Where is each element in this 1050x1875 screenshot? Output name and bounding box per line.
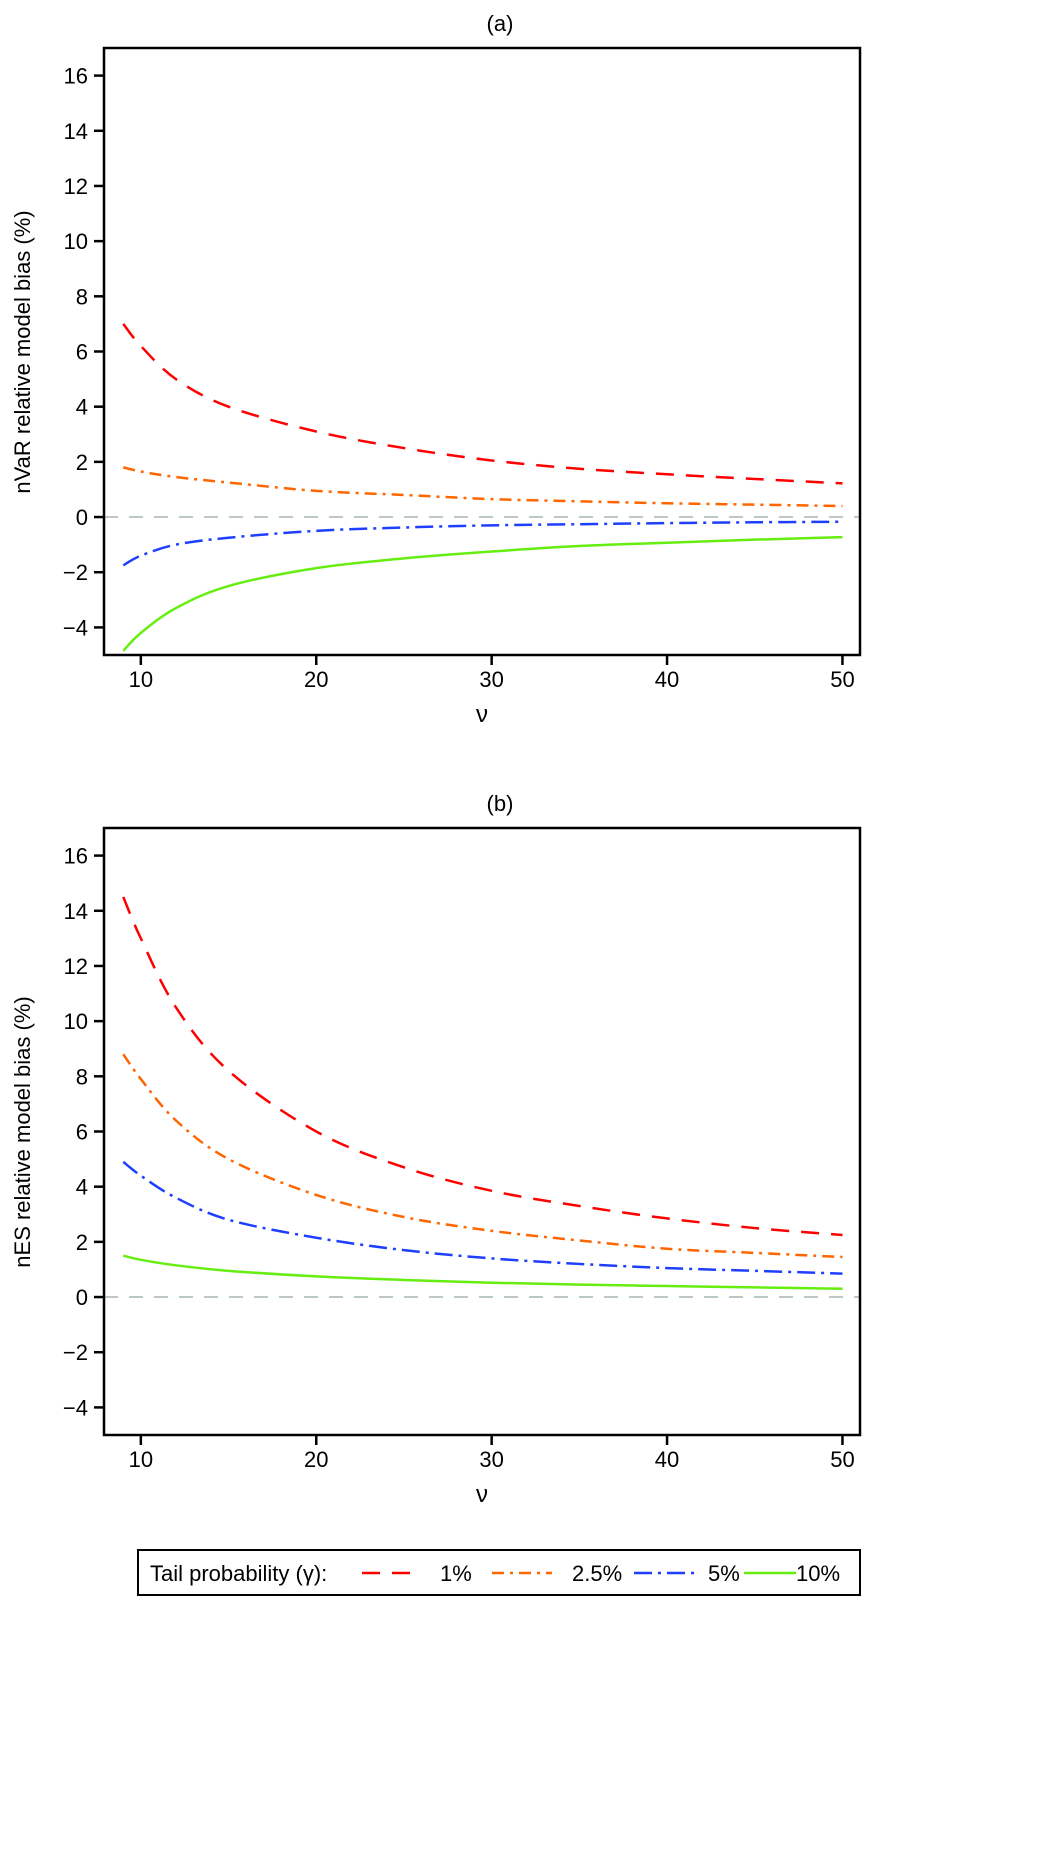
y-tick-label: −2	[63, 1340, 88, 1365]
x-tick-label: 40	[655, 667, 679, 692]
legend-label-2: 2.5%	[572, 1561, 622, 1586]
y-tick-label: 2	[76, 1230, 88, 1255]
legend-title: Tail probability (γ):	[150, 1561, 327, 1586]
series-line-5pct	[122, 520, 843, 567]
x-tick-label: 50	[830, 667, 854, 692]
y-tick-label: −4	[63, 615, 88, 640]
y-tick-label: 12	[64, 174, 88, 199]
series-line-2_5pct	[122, 1053, 843, 1259]
x-tick-label: 10	[129, 1447, 153, 1472]
series-line-10pct	[122, 1254, 843, 1291]
y-tick-label: 16	[64, 844, 88, 869]
y-tick-label: 16	[64, 64, 88, 89]
y-tick-label: 2	[76, 450, 88, 475]
y-tick-label: −2	[63, 560, 88, 585]
y-tick-label: 14	[64, 899, 88, 924]
legend-label-4: 10%	[796, 1561, 840, 1586]
y-tick-label: 8	[76, 1064, 88, 1089]
series-line-5pct	[122, 1160, 843, 1275]
y-tick-label: 10	[64, 229, 88, 254]
x-tick-label: 10	[129, 667, 153, 692]
series-line-1pct	[122, 896, 843, 1237]
x-tick-label: 20	[304, 667, 328, 692]
y-tick-label: 12	[64, 954, 88, 979]
panel-b-xlabel: ν	[476, 1481, 488, 1508]
panel-a-xlabel: ν	[476, 701, 488, 728]
series-line-10pct	[122, 535, 843, 652]
plot-frame	[102, 826, 862, 1437]
x-tick-label: 30	[479, 1447, 503, 1472]
y-tick-label: 4	[76, 1175, 88, 1200]
series-line-1pct	[122, 323, 843, 485]
panel-b: (b) ν nES relative model bias (%) −4 −2 0 2…	[10, 791, 862, 1508]
x-tick-label: 40	[655, 1447, 679, 1472]
panel-a-ylabel: nVaR relative model bias (%)	[10, 210, 35, 493]
y-tick-label: 14	[64, 119, 88, 144]
legend-label-1: 1%	[440, 1561, 472, 1586]
y-tick-label: 4	[76, 395, 88, 420]
y-tick-label: 6	[76, 340, 88, 365]
panel-a: (a) ν nVaR relative model bias (%) −4 −2 0…	[10, 11, 862, 728]
y-tick-label: 8	[76, 284, 88, 309]
legend: Tail probability (γ): 1% 2.5% 5% 10%	[137, 1549, 861, 1596]
y-tick-label: 0	[76, 1285, 88, 1310]
panel-a-title: (a)	[487, 11, 514, 36]
series-line-2_5pct	[122, 466, 843, 508]
x-tick-label: 20	[304, 1447, 328, 1472]
y-tick-label: 0	[76, 505, 88, 530]
x-tick-label: 30	[479, 667, 503, 692]
x-tick-label: 50	[830, 1447, 854, 1472]
plot-frame	[102, 46, 862, 657]
y-tick-label: 6	[76, 1120, 88, 1145]
y-tick-label: −4	[63, 1395, 88, 1420]
y-tick-label: 10	[64, 1009, 88, 1034]
legend-label-3: 5%	[708, 1561, 740, 1586]
panel-b-ylabel: nES relative model bias (%)	[10, 996, 35, 1267]
panel-b-title: (b)	[487, 791, 514, 816]
